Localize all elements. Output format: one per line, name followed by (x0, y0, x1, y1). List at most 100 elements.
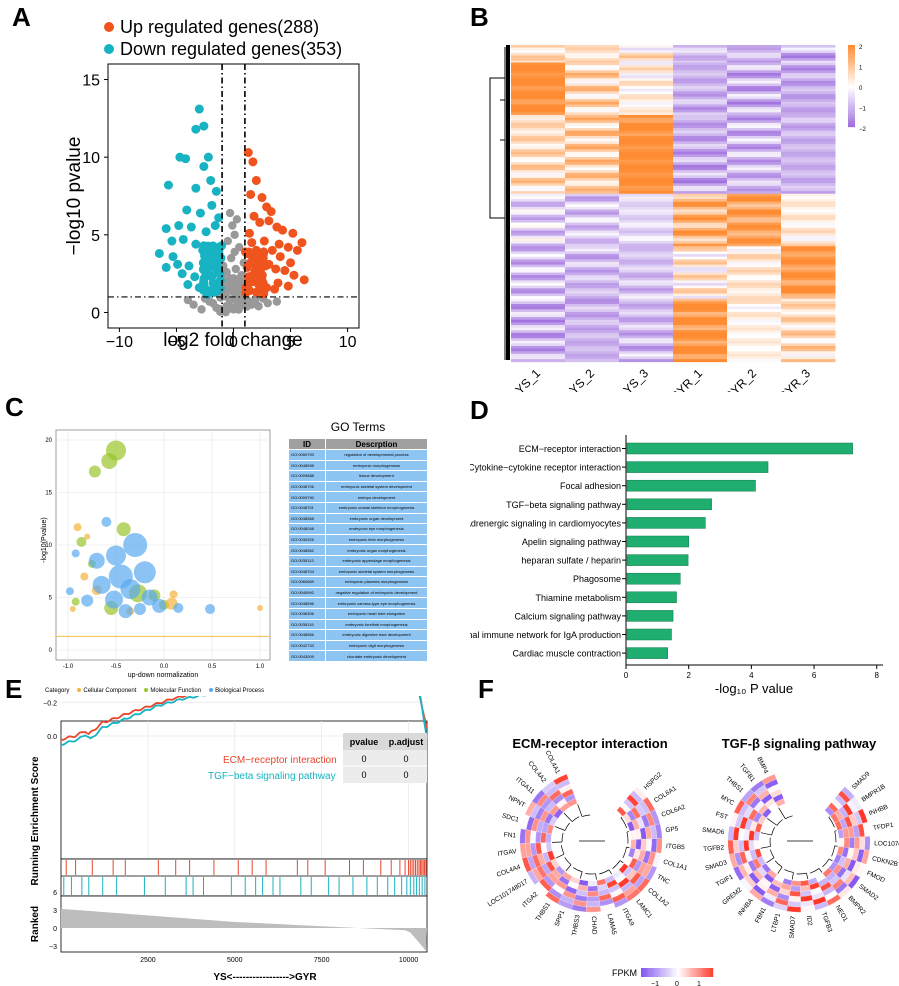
x-tick-label: 5 (286, 334, 295, 351)
heatmap-cell (619, 280, 674, 284)
heatmap-cell (673, 136, 728, 140)
heatmap-cell (511, 217, 566, 221)
heatmap-cell (511, 351, 566, 355)
heatmap-cell (673, 220, 728, 224)
go-table-row: GO:0060669 embryonic placenta morphogenes… (288, 576, 428, 588)
heatmap-cell (511, 322, 566, 326)
heatmap-cell (727, 86, 782, 90)
up-point (241, 288, 251, 298)
y-axis-label: -log10(Pvalue) (41, 517, 48, 563)
gene-label: NPNT (507, 794, 526, 809)
colorbar-segment (848, 45, 855, 48)
heatmap-cell (673, 353, 728, 357)
dendrogram-arc (585, 873, 596, 875)
heat-cell (530, 830, 537, 844)
dendrogram-branch (760, 846, 771, 849)
heatmap-cell (673, 296, 728, 300)
heatmap-cell (565, 206, 620, 210)
heatmap-cell (511, 314, 566, 318)
heatmap-cell (511, 227, 566, 231)
heatmap-cell (511, 183, 566, 187)
heatmap-cell (565, 338, 620, 342)
heatmap-cell (619, 267, 674, 271)
heatmap-cell (511, 259, 566, 263)
heatmap-cell (673, 109, 728, 113)
down-point (214, 250, 224, 260)
heatmap-cell (673, 120, 728, 124)
heatmap-cell (673, 91, 728, 95)
go-col-id: ID (288, 438, 326, 450)
heatmap-cell (673, 178, 728, 182)
heatmap-cell (673, 340, 728, 344)
heat-cell (585, 906, 602, 913)
heatmap-cell (565, 55, 620, 59)
gene-label: THBS1 (724, 775, 745, 794)
heatmap-cell (727, 314, 782, 318)
colorbar-segment (848, 102, 855, 105)
heatmap-cell (727, 188, 782, 192)
heatmap-cell (727, 230, 782, 234)
colorbar-segment (848, 81, 855, 85)
tgf-enrichment-curve (60, 696, 428, 746)
heatmap-cell (511, 269, 566, 273)
heatmap-cell (673, 47, 728, 51)
heatmap-cell (565, 259, 620, 263)
heatmap-cell (619, 332, 674, 336)
heatmap-cell (781, 50, 836, 54)
heatmap-cell (619, 86, 674, 90)
heatmap-cell (727, 204, 782, 208)
heatmap-cell (781, 251, 836, 255)
heatmap-cell (511, 340, 566, 344)
heatmap-cell (565, 267, 620, 271)
heat-cell (587, 885, 599, 892)
go-description: embryonic skeletal system morphogenesis (325, 565, 428, 578)
heatmap-cell (619, 235, 674, 239)
heat-cell (864, 836, 871, 851)
heatmap-cell (727, 325, 782, 329)
dendrogram-branch (778, 807, 786, 820)
kegg-bar (626, 535, 689, 548)
colorbar-segment (710, 968, 714, 977)
up-point (278, 225, 288, 235)
go-bubble (134, 603, 146, 616)
y-tick-label: 20 (45, 438, 52, 444)
heatmap-cell (781, 330, 836, 334)
colorbar-segment (848, 122, 855, 126)
heatmap-cell (727, 65, 782, 69)
dendrogram-branch (608, 869, 612, 875)
heatmap-cell (511, 343, 566, 347)
go-id: GO:0009790 (288, 491, 326, 503)
colorbar-segment (641, 968, 644, 977)
colorbar-segment (848, 100, 855, 103)
heatmap-cell (565, 162, 620, 166)
heatmap-cell (619, 335, 674, 339)
heatmap-cell (619, 120, 674, 124)
category-label: Focal adhesion (560, 481, 621, 491)
heatmap-cell (727, 262, 782, 266)
heatmap-cell (619, 196, 674, 200)
heatmap-cell (565, 277, 620, 281)
go-bubble (71, 549, 80, 558)
heatmap-cell (673, 73, 728, 77)
heatmap-cell (727, 335, 782, 339)
heatmap-cell (781, 73, 836, 77)
heatmap-cell (565, 107, 620, 111)
heatmap-cell (781, 196, 836, 200)
legend-ecm-label: ECM−receptor interaction (223, 755, 337, 766)
heatmap-cell (565, 233, 620, 237)
heatmap-cell (727, 304, 782, 308)
heatmap-cell (619, 183, 674, 187)
heatmap-cell (619, 73, 674, 77)
y-tick-label: 15 (45, 491, 52, 497)
heatmap-cell (511, 154, 566, 158)
legend-tgf-label: TGF−beta signaling pathway (208, 771, 336, 782)
heatmap-cell (727, 196, 782, 200)
heatmap-cell (565, 220, 620, 224)
heatmap-cell (727, 206, 782, 210)
heatmap-cell (673, 338, 728, 342)
go-id: GO:0060669 (288, 576, 326, 588)
x-tick-label: 0 (624, 671, 629, 680)
y-tick-label: 5 (49, 596, 53, 602)
heatmap-cell (673, 256, 728, 260)
up-point (283, 281, 293, 291)
